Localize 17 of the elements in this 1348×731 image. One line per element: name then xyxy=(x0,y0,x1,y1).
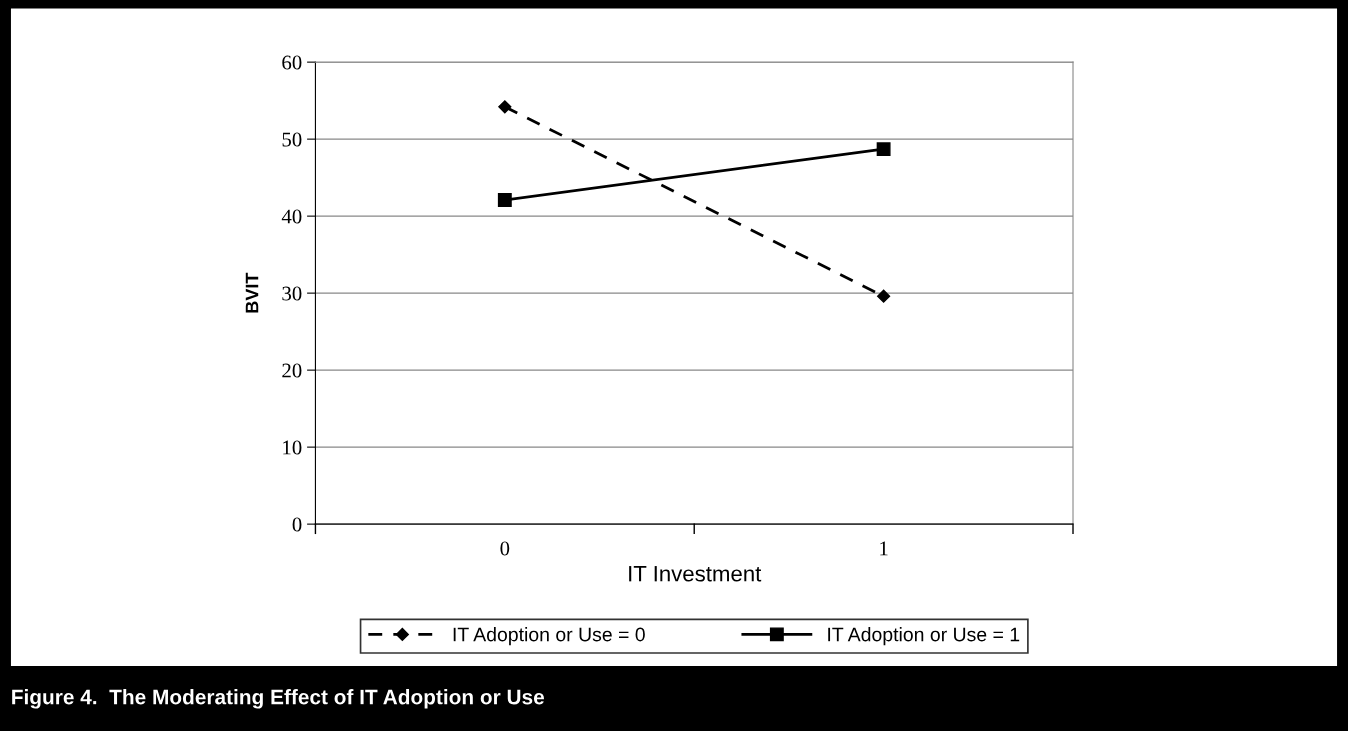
x-tick-label: 1 xyxy=(880,541,888,556)
y-tick-label: 30 xyxy=(282,286,302,301)
legend-label: IT Adoption or Use = 1 xyxy=(828,627,1020,646)
y-tick-label: 40 xyxy=(281,209,302,224)
point xyxy=(876,142,891,157)
legend-label: IT Adoption or Use = 0 xyxy=(453,627,645,646)
y-tick-label: 50 xyxy=(282,132,302,147)
text: Figure 4. The Moderating Effect of IT Adoption or Use xyxy=(12,689,545,709)
y-tick-label: 60 xyxy=(282,55,302,70)
y-tick-label: 0 xyxy=(292,517,302,532)
y-axis-title: BVIT xyxy=(245,272,259,313)
x-axis-title: IT Investment xyxy=(629,566,762,582)
point xyxy=(877,289,891,303)
y-tick-label: 10 xyxy=(283,440,302,455)
point xyxy=(498,100,512,114)
point xyxy=(497,193,512,207)
y-tick-label: 20 xyxy=(282,363,302,378)
